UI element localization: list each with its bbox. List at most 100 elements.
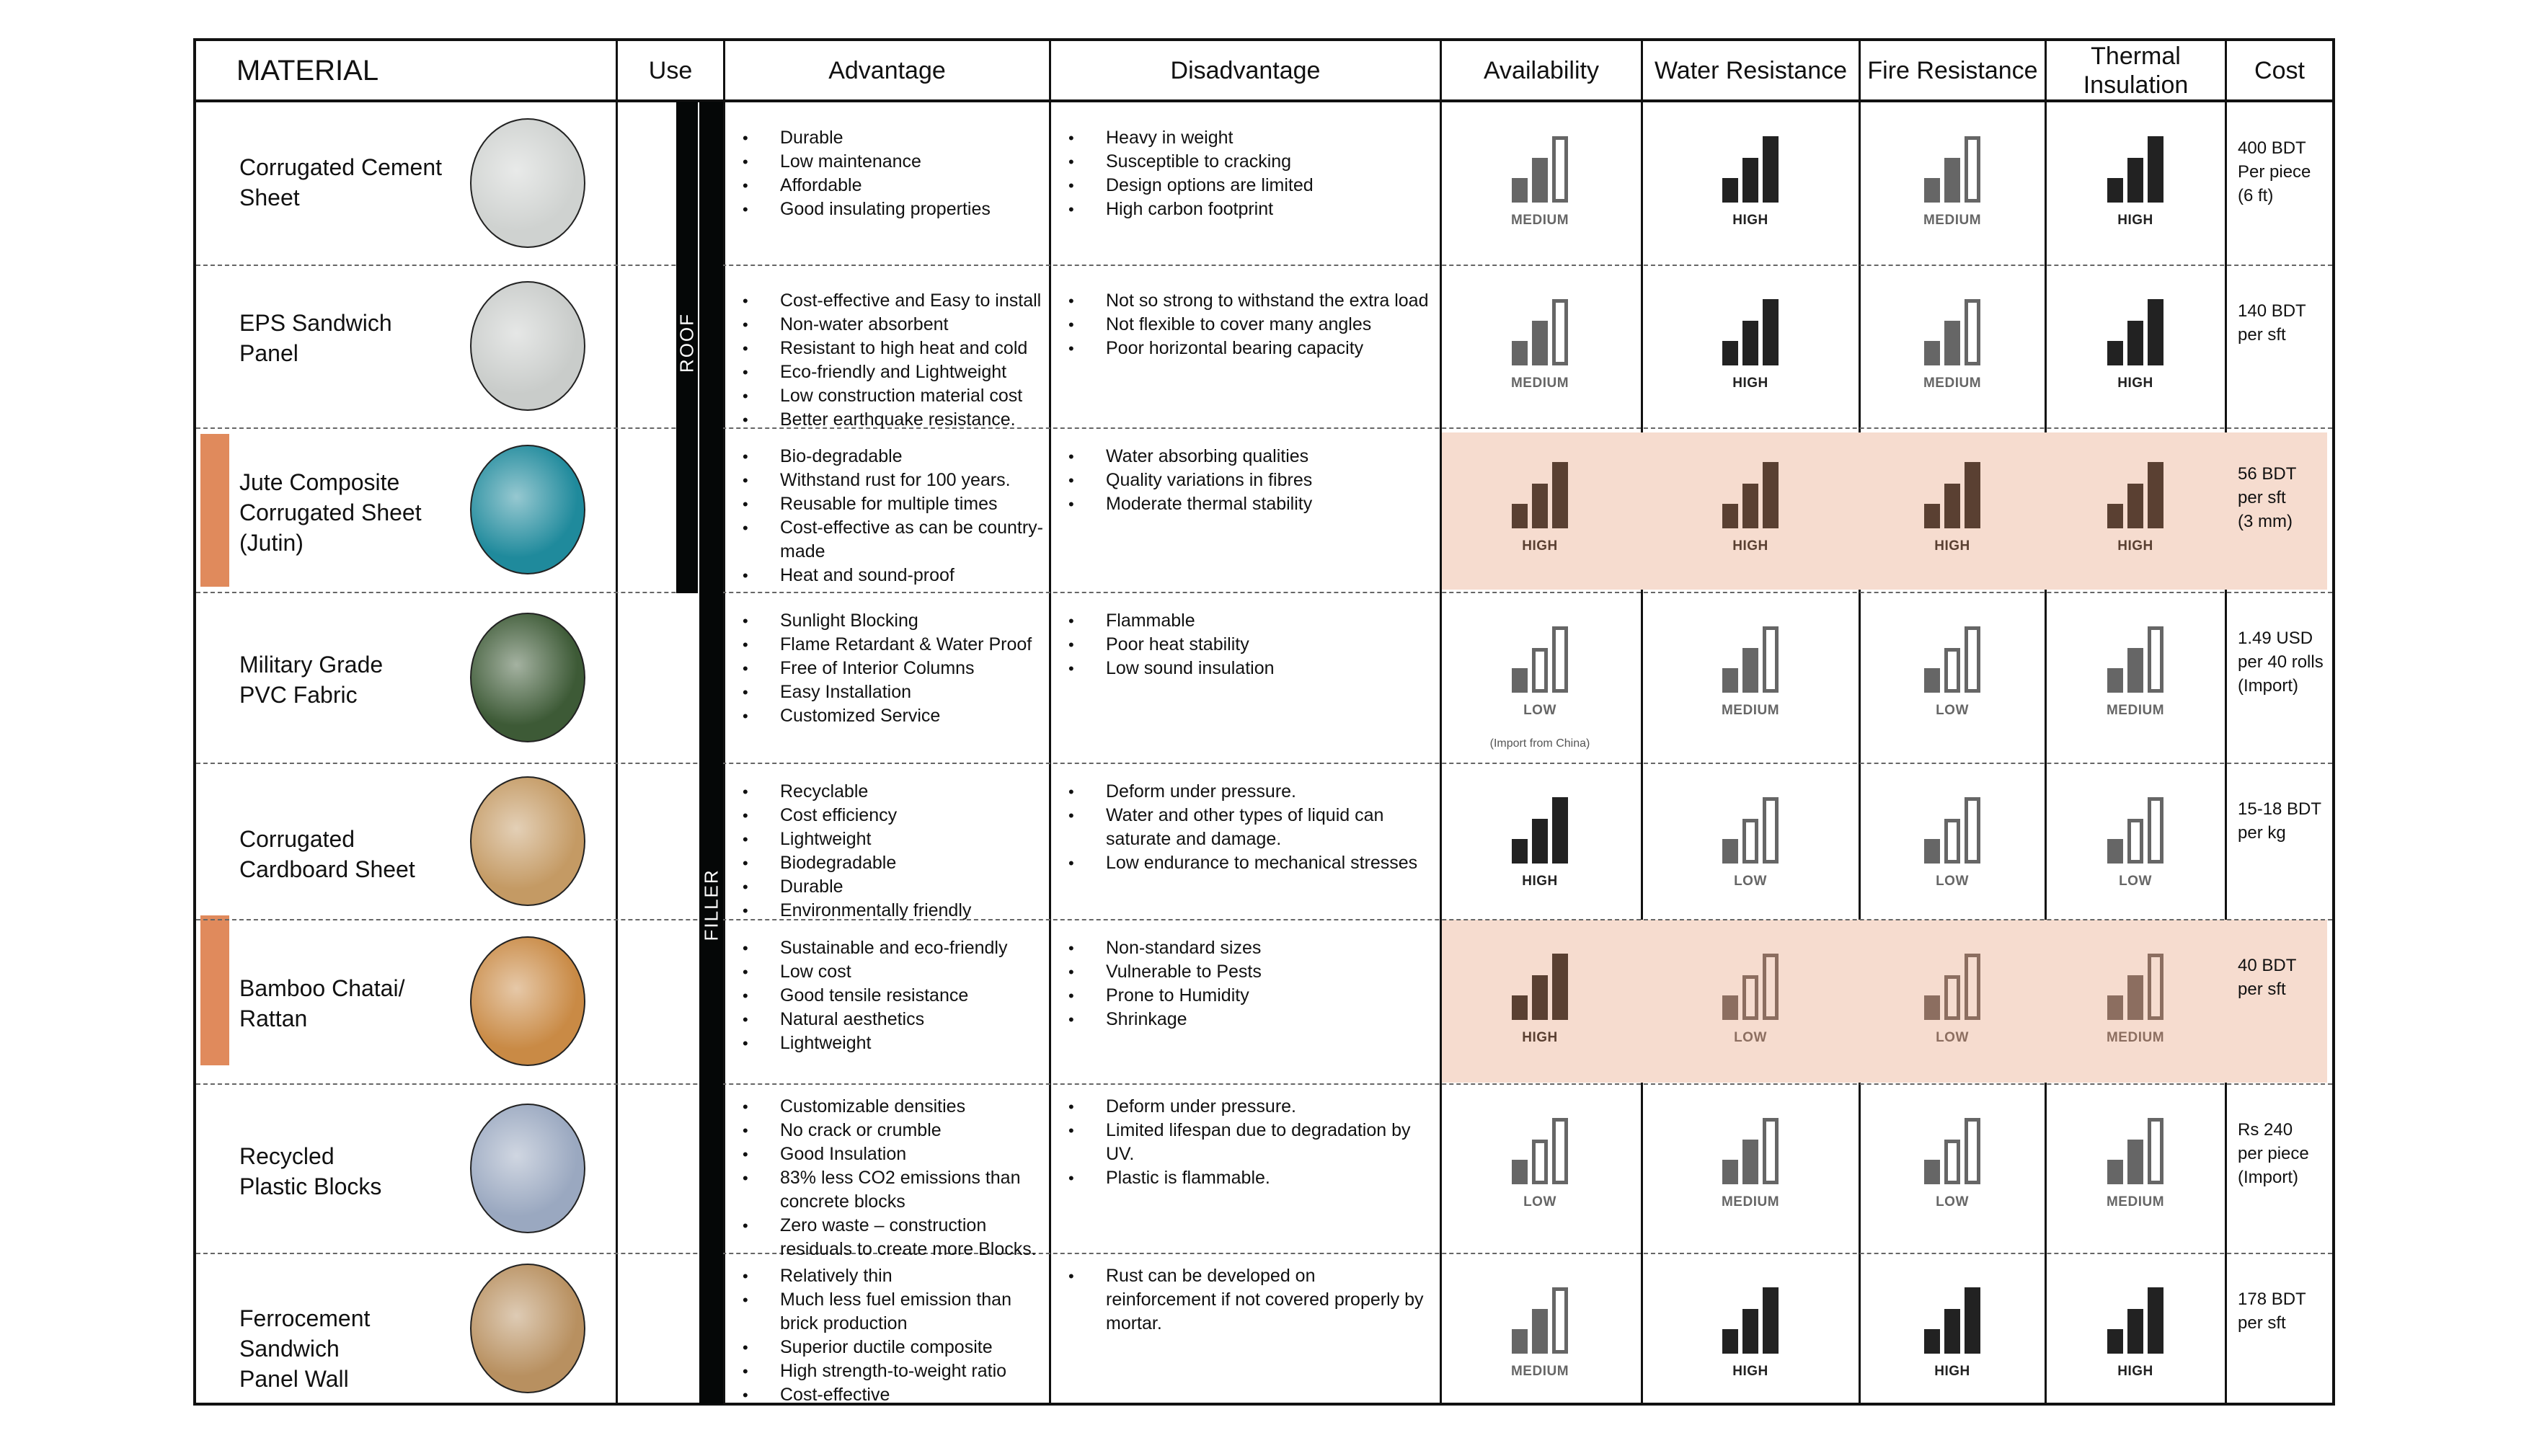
rating-fire-resistance: HIGH [1902, 1282, 2003, 1380]
cost-line: 56 BDT [2238, 464, 2297, 484]
header-thermal-line2: Insulation [2083, 71, 2189, 99]
disadvantage-item: High carbon footprint [1068, 197, 1429, 221]
column-divider [1859, 38, 1861, 1406]
header-fire-resistance: Fire Resistance [1867, 56, 2038, 84]
cost-value: 400 BDT Per piece (6 ft) [2238, 136, 2311, 208]
rating-label: HIGH [2117, 376, 2153, 391]
column-divider [1049, 38, 1051, 1406]
signal-bars-icon [1924, 130, 1980, 203]
rating-label: MEDIUM [1721, 1194, 1780, 1209]
disadvantage-list: Not so strong to withstand the extra loa… [1068, 289, 1429, 360]
rating-thermal-insulation: MEDIUM [2085, 1112, 2186, 1210]
cost-value: 40 BDT per sft [2238, 954, 2296, 1001]
signal-bars-icon [1512, 791, 1568, 864]
rating-label: LOW [1523, 703, 1556, 718]
row-separator [196, 265, 2332, 266]
disadvantage-item: Not so strong to withstand the extra loa… [1068, 289, 1429, 313]
column-divider [616, 38, 618, 1406]
rating-water-resistance: LOW [1700, 948, 1801, 1046]
material-name-line: Corrugated Sheet [239, 500, 422, 525]
rating-fire-resistance: LOW [1902, 948, 2003, 1046]
rating-availability: HIGH [1489, 456, 1590, 554]
cost-line: 178 BDT [2238, 1289, 2306, 1309]
advantage-item: Sustainable and eco-friendly [743, 936, 1045, 960]
material-name: Corrugated Cement Sheet [239, 152, 442, 213]
material-name-line: Jute Composite [239, 469, 400, 495]
rating-label: HIGH [1732, 538, 1768, 554]
cost-line: Per piece [2238, 162, 2311, 182]
disadvantage-item: Low endurance to mechanical stresses [1068, 851, 1429, 875]
material-name-line: Cardboard Sheet [239, 856, 415, 882]
signal-bars-icon [1722, 1112, 1779, 1184]
material-name-line: Corrugated [239, 826, 355, 852]
signal-bars-icon [1722, 791, 1779, 864]
disadvantage-item: Flammable [1068, 609, 1429, 633]
cost-line: per sft [2238, 980, 2286, 999]
rating-fire-resistance: LOW [1902, 791, 2003, 889]
signal-bars-icon [1722, 621, 1779, 693]
advantage-item: Easy Installation [743, 680, 1045, 704]
advantage-item: Sunlight Blocking [743, 609, 1045, 633]
signal-bars-icon [1924, 948, 1980, 1020]
disadvantage-list: Rust can be developed on reinforcement i… [1068, 1264, 1429, 1336]
rating-fire-resistance: LOW [1902, 621, 2003, 719]
pvc-fabric-tent-photo [470, 612, 585, 742]
rating-label: HIGH [2117, 538, 2153, 554]
rating-label: HIGH [2117, 213, 2153, 228]
use-label-filler: FILLER [700, 869, 722, 941]
disadvantage-item: Susceptible to cracking [1068, 150, 1429, 174]
rating-water-resistance: MEDIUM [1700, 1112, 1801, 1210]
rating-water-resistance: HIGH [1700, 1282, 1801, 1380]
rating-label: MEDIUM [1510, 213, 1569, 228]
column-divider [2225, 38, 2227, 1406]
signal-bars-icon [2107, 293, 2163, 365]
signal-bars-icon [1722, 456, 1779, 528]
rating-thermal-insulation: MEDIUM [2085, 948, 2186, 1046]
advantage-item: Zero waste – construction residuals to c… [743, 1214, 1045, 1261]
cost-value: 15-18 BDT per kg [2238, 797, 2321, 845]
disadvantage-list: Water absorbing qualitiesQuality variati… [1068, 445, 1429, 516]
cost-line: (6 ft) [2238, 186, 2274, 205]
rating-availability: HIGH [1489, 791, 1590, 889]
rating-thermal-insulation: HIGH [2085, 293, 2186, 391]
use-bar-filler [699, 102, 723, 1404]
rating-label: LOW [1936, 1030, 1969, 1045]
rating-label: LOW [1523, 1194, 1556, 1209]
rating-label: MEDIUM [1923, 213, 1982, 228]
rating-label: MEDIUM [2106, 1194, 2165, 1209]
signal-bars-icon [2107, 1112, 2163, 1184]
row-highlight-jute [1442, 432, 2327, 590]
signal-bars-icon [1924, 791, 1980, 864]
advantage-item: Withstand rust for 100 years. [743, 469, 1045, 492]
advantage-item: Low maintenance [743, 150, 1045, 174]
material-name-line: Panel Wall [239, 1366, 349, 1392]
row-separator [196, 919, 2332, 920]
rating-water-resistance: HIGH [1700, 456, 1801, 554]
advantage-item: Bio-degradable [743, 445, 1045, 469]
advantage-item: Customized Service [743, 704, 1045, 728]
header-availability: Availability [1483, 56, 1599, 84]
header-disadvantage: Disadvantage [1170, 56, 1321, 84]
material-name-line: Ferrocement [239, 1305, 371, 1331]
advantage-item: Eco-friendly and Lightweight [743, 360, 1045, 384]
material-name: Corrugated Cardboard Sheet [239, 824, 415, 884]
rating-label: HIGH [1522, 538, 1558, 554]
disadvantage-item: Not flexible to cover many angles [1068, 313, 1429, 337]
material-name-line: Sandwich [239, 1336, 340, 1362]
advantage-item: Affordable [743, 174, 1045, 197]
header-thermal-line1: Thermal [2091, 42, 2181, 70]
rating-label: MEDIUM [1510, 376, 1569, 391]
rating-label: HIGH [2117, 1364, 2153, 1379]
advantage-list: Relatively thinMuch less fuel emission t… [743, 1264, 1045, 1407]
signal-bars-icon [2107, 948, 2163, 1020]
advantage-item: Heat and sound-proof [743, 564, 1045, 587]
header-cost: Cost [2254, 56, 2305, 84]
cost-line: (3 mm) [2238, 512, 2293, 531]
cost-line: per sft [2238, 488, 2286, 507]
bamboo-chatai-photo [470, 936, 585, 1066]
advantage-item: Lightweight [743, 827, 1045, 851]
cost-line: per 40 rolls [2238, 652, 2324, 672]
availability-note: (Import from China) [1489, 737, 1590, 750]
advantage-item: Durable [743, 126, 1045, 150]
cost-line: 15-18 BDT [2238, 799, 2322, 819]
